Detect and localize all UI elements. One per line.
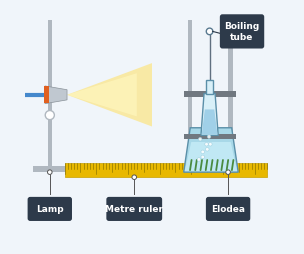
FancyBboxPatch shape [181, 166, 241, 172]
Circle shape [47, 170, 52, 175]
Circle shape [197, 158, 201, 162]
Text: Boiling
tube: Boiling tube [224, 22, 260, 42]
Circle shape [207, 135, 211, 139]
Text: Metre ruler: Metre ruler [105, 205, 163, 214]
Text: Elodea: Elodea [211, 205, 245, 214]
Circle shape [201, 150, 205, 154]
Circle shape [226, 170, 230, 175]
Circle shape [206, 148, 209, 151]
Polygon shape [67, 64, 152, 127]
FancyBboxPatch shape [206, 80, 213, 94]
FancyBboxPatch shape [25, 1, 279, 253]
FancyBboxPatch shape [106, 197, 162, 221]
Circle shape [199, 138, 202, 141]
FancyBboxPatch shape [184, 91, 236, 98]
Text: Lamp: Lamp [36, 205, 64, 214]
FancyBboxPatch shape [33, 166, 66, 172]
Polygon shape [202, 110, 217, 135]
FancyBboxPatch shape [28, 197, 72, 221]
Polygon shape [67, 74, 137, 117]
FancyBboxPatch shape [220, 15, 264, 49]
FancyBboxPatch shape [206, 197, 250, 221]
FancyBboxPatch shape [228, 21, 233, 172]
Polygon shape [184, 128, 238, 172]
Circle shape [45, 111, 54, 120]
Polygon shape [201, 94, 218, 136]
FancyBboxPatch shape [44, 87, 49, 104]
Polygon shape [45, 87, 67, 104]
Circle shape [209, 143, 212, 147]
FancyBboxPatch shape [64, 164, 268, 178]
FancyBboxPatch shape [47, 21, 52, 172]
Circle shape [132, 175, 136, 180]
FancyBboxPatch shape [184, 134, 236, 140]
Circle shape [201, 155, 205, 159]
Circle shape [206, 29, 213, 36]
FancyBboxPatch shape [188, 21, 192, 172]
Polygon shape [185, 142, 237, 171]
Circle shape [205, 143, 208, 147]
